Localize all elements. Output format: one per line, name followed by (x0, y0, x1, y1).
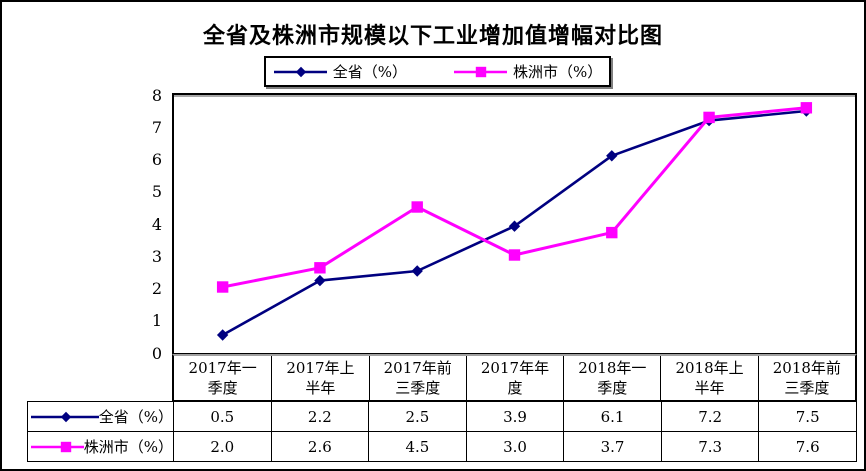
category-cell: 2018年上 半年 (660, 356, 757, 400)
category-label-line: 半年 (305, 379, 336, 397)
legend-item-province: 全省（%） (273, 61, 407, 82)
series-plot (216, 102, 813, 341)
row-header-label: 全省（%） (98, 408, 173, 426)
category-header-row: 2017年一 季度 2017年上 半年 2017年前 三季度 2017年年度 2018年一 季度… (172, 354, 857, 402)
value-cell: 2.6 (270, 432, 369, 461)
value-cell: 0.5 (173, 402, 271, 431)
swatch-marker (60, 411, 72, 422)
series-1-marker (606, 226, 618, 239)
table-row-province: 全省（%） 0.5 2.2 2.5 3.9 6.1 7.2 7.5 (27, 401, 857, 432)
value-cell: 4.5 (368, 432, 466, 461)
legend-label-province: 全省（%） (332, 63, 407, 81)
swatch-marker (60, 441, 72, 452)
category-label-line: 2017年上 (286, 359, 355, 377)
value-cell: 6.1 (563, 402, 661, 431)
row-header-label: 株洲市（%） (83, 438, 173, 456)
table-row-zhuzhou: 株洲市（%） 2.0 2.6 4.5 3.0 3.7 7.3 7.6 (27, 431, 857, 462)
category-label-line: 季度 (597, 379, 628, 397)
category-label-line: 2017年一 (188, 359, 257, 377)
y-axis-label: 2 (151, 279, 162, 298)
category-label-line: 季度 (207, 379, 238, 397)
value-cell: 3.9 (465, 402, 564, 431)
chart-title: 全省及株洲市规模以下工业增加值增幅对比图 (202, 23, 663, 49)
category-cell: 2018年一 季度 (563, 356, 660, 400)
category-label-line: 2018年一 (578, 359, 647, 377)
category-cell: 2017年一 季度 (174, 356, 271, 400)
series-1-marker (703, 111, 715, 124)
value-cell: 2.5 (368, 402, 466, 431)
value-cell: 7.3 (660, 432, 759, 461)
category-label-line: 2018年前 (772, 359, 841, 377)
category-label-line: 2017年前 (383, 359, 452, 377)
province-line-marker-icon (273, 66, 327, 77)
y-axis-label: 6 (151, 150, 162, 169)
series-1-marker (508, 249, 521, 261)
zhuzhou-line-marker-icon (31, 441, 84, 452)
row-header-province: 全省（%） (28, 402, 173, 431)
legend-label-zhuzhou: 株洲市（%） (513, 63, 603, 81)
category-label-line: 半年 (694, 379, 725, 397)
value-cell: 2.2 (270, 402, 369, 431)
plot-area (172, 93, 857, 355)
series-1-marker (411, 201, 423, 213)
y-axis-label: 4 (151, 214, 162, 234)
value-cell: 2.0 (173, 432, 271, 461)
y-axis-label: 0 (151, 343, 162, 363)
series-0-marker (508, 220, 521, 232)
series-0-marker (216, 329, 229, 341)
value-cell: 3.7 (563, 432, 661, 461)
swatch-marker (295, 66, 306, 77)
series-1-marker (216, 281, 229, 293)
series-0-marker (411, 265, 423, 277)
row-header-zhuzhou: 株洲市（%） (28, 432, 173, 461)
y-axis-label: 8 (151, 85, 162, 105)
category-label-line: 三季度 (395, 379, 441, 397)
y-axis-label: 7 (151, 117, 162, 137)
value-cell: 3.0 (465, 432, 564, 461)
category-label-line: 2017年年 (480, 359, 550, 377)
value-cell: 7.6 (758, 432, 856, 461)
y-axis-label: 3 (151, 246, 162, 266)
category-cell: 2017年上 半年 (271, 356, 368, 400)
category-label-line: 2018年上 (675, 359, 744, 377)
y-axis-label: 1 (151, 311, 162, 331)
value-cell: 7.5 (758, 402, 856, 431)
category-label-line: 三季度 (784, 379, 830, 397)
series-0-marker (314, 274, 326, 287)
category-cell: 2017年年度 (465, 356, 563, 400)
value-cell: 7.2 (660, 402, 759, 431)
category-cell: 2018年前 三季度 (757, 356, 855, 400)
zhuzhou-line-marker-icon (454, 66, 507, 77)
series-1-marker (800, 102, 813, 114)
swatch-marker (475, 66, 487, 77)
category-label-line: 度 (507, 379, 523, 397)
legend: 全省（%） 株洲市（%） (264, 56, 611, 87)
series-1-marker (314, 262, 326, 274)
category-cell: 2017年前 三季度 (368, 356, 466, 400)
y-axis-label: 5 (151, 182, 162, 202)
legend-item-zhuzhou: 株洲市（%） (453, 61, 602, 82)
province-line-marker-icon (31, 411, 99, 422)
